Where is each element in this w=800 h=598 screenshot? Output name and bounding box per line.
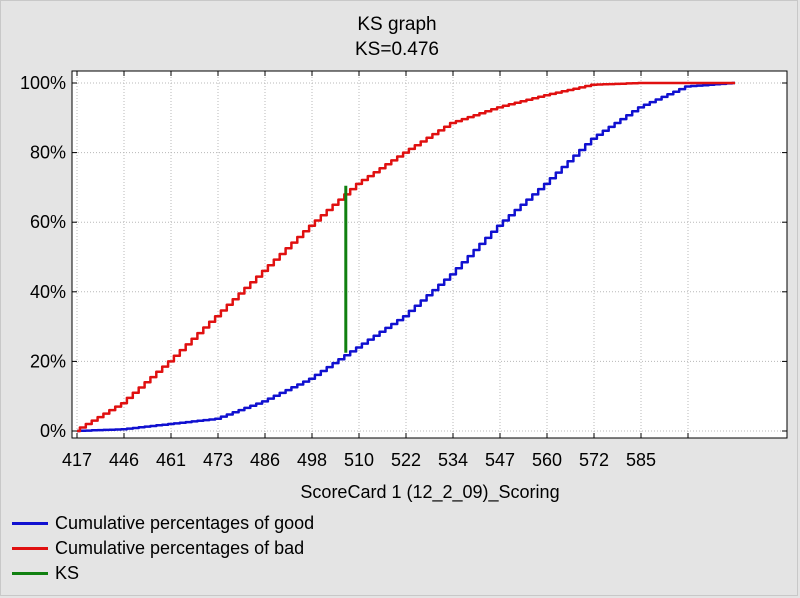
y-tick-label: 60% bbox=[30, 212, 66, 232]
x-tick-label: 560 bbox=[532, 450, 562, 470]
x-tick-label: 522 bbox=[391, 450, 421, 470]
legend-item-ks: KS bbox=[12, 561, 314, 586]
y-tick-label: 80% bbox=[30, 143, 66, 163]
chart-subtitle: KS=0.476 bbox=[355, 39, 439, 60]
x-tick-label: 486 bbox=[250, 450, 280, 470]
legend: Cumulative percentages of good Cumulativ… bbox=[12, 511, 314, 586]
legend-swatch-bad bbox=[12, 547, 48, 550]
x-tick-label: 585 bbox=[626, 450, 656, 470]
y-tick-label: 40% bbox=[30, 282, 66, 302]
axis-ticks: 417 446 461 473 486 498 510 522 534 547 560 572 585 0… bbox=[20, 71, 787, 470]
legend-swatch-good bbox=[12, 522, 48, 525]
chart-title: KS graph bbox=[357, 14, 436, 35]
x-tick-label: 534 bbox=[438, 450, 468, 470]
x-tick-label: 473 bbox=[203, 450, 233, 470]
series-lines bbox=[77, 81, 735, 433]
legend-swatch-ks bbox=[12, 572, 48, 575]
y-tick-label: 100% bbox=[20, 73, 66, 93]
x-tick-label: 572 bbox=[579, 450, 609, 470]
x-tick-label: 417 bbox=[62, 450, 92, 470]
x-tick-label: 547 bbox=[485, 450, 515, 470]
x-tick-label: 510 bbox=[344, 450, 374, 470]
legend-label-bad: Cumulative percentages of bad bbox=[55, 538, 305, 558]
legend-label-ks: KS bbox=[55, 563, 80, 583]
y-tick-label: 20% bbox=[30, 351, 66, 371]
legend-label-good: Cumulative percentages of good bbox=[55, 513, 315, 533]
grid-lines bbox=[72, 71, 787, 438]
good-series-line bbox=[77, 81, 735, 433]
plot-border bbox=[71, 70, 788, 439]
x-axis-title: ScoreCard 1 (12_2_09)_Scoring bbox=[300, 482, 559, 503]
legend-item-good: Cumulative percentages of good bbox=[12, 511, 314, 536]
y-tick-label: 0% bbox=[40, 421, 66, 441]
x-tick-label: 498 bbox=[297, 450, 327, 470]
bad-series-line bbox=[77, 81, 735, 433]
plot-area bbox=[72, 71, 787, 438]
x-tick-label: 446 bbox=[109, 450, 139, 470]
legend-item-bad: Cumulative percentages of bad bbox=[12, 536, 314, 561]
x-tick-label: 461 bbox=[156, 450, 186, 470]
